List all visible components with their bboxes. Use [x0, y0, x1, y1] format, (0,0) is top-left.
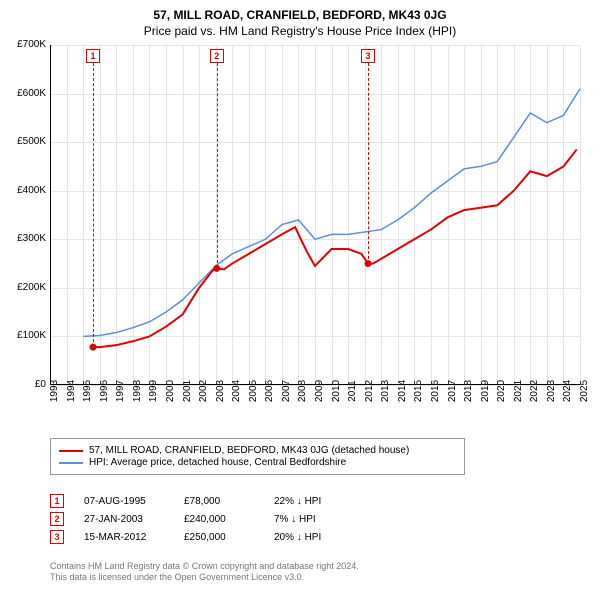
x-axis-tick-label: 1997: [115, 380, 126, 402]
x-axis-tick-label: 2023: [546, 380, 557, 402]
sale-row-marker: 3: [50, 530, 64, 544]
x-axis-tick-label: 2025: [579, 380, 590, 402]
x-axis-tick-label: 2016: [430, 380, 441, 402]
x-axis-tick-label: 2009: [314, 380, 325, 402]
chart-title-address: 57, MILL ROAD, CRANFIELD, BEDFORD, MK43 …: [0, 8, 600, 22]
legend-item: HPI: Average price, detached house, Cent…: [59, 457, 456, 468]
x-axis-tick-label: 1993: [49, 380, 60, 402]
legend-label: 57, MILL ROAD, CRANFIELD, BEDFORD, MK43 …: [89, 445, 409, 456]
x-axis-tick-label: 1996: [99, 380, 110, 402]
attribution-line2: This data is licensed under the Open Gov…: [50, 572, 570, 584]
chart-plot: £0£100K£200K£300K£400K£500K£600K£700K199…: [50, 45, 580, 385]
x-axis-tick-label: 2012: [364, 380, 375, 402]
x-axis-tick-label: 2019: [480, 380, 491, 402]
x-axis-tick-label: 2003: [215, 380, 226, 402]
x-axis-tick-label: 2011: [347, 380, 358, 402]
y-axis-tick-label: £500K: [17, 136, 46, 147]
sale-diff: 7% ↓ HPI: [274, 514, 354, 525]
y-axis-tick-label: £200K: [17, 282, 46, 293]
y-axis-tick-label: £600K: [17, 88, 46, 99]
x-axis-tick-label: 2005: [248, 380, 259, 402]
x-axis-tick-label: 2020: [496, 380, 507, 402]
x-axis-tick-label: 1999: [149, 380, 160, 402]
attribution: Contains HM Land Registry data © Crown c…: [50, 561, 570, 584]
series-line: [93, 149, 577, 347]
sale-date: 27-JAN-2003: [84, 514, 164, 525]
sale-row: 3 15-MAR-2012 £250,000 20% ↓ HPI: [50, 530, 354, 544]
x-axis-tick-label: 2021: [513, 380, 524, 402]
sale-diff: 20% ↓ HPI: [274, 532, 354, 543]
x-axis-tick-label: 1998: [132, 380, 143, 402]
legend-swatch: [59, 462, 83, 464]
x-axis-tick-label: 2024: [563, 380, 574, 402]
sale-date: 07-AUG-1995: [84, 496, 164, 507]
x-axis-tick-label: 1995: [82, 380, 93, 402]
x-axis-tick-label: 2015: [414, 380, 425, 402]
x-axis-tick-label: 2022: [529, 380, 540, 402]
x-axis-tick-label: 2010: [331, 380, 342, 402]
sale-price: £240,000: [184, 514, 254, 525]
sale-marker: 2: [210, 49, 224, 63]
sale-row: 2 27-JAN-2003 £240,000 7% ↓ HPI: [50, 512, 354, 526]
sale-marker: 1: [86, 49, 100, 63]
sale-price: £250,000: [184, 532, 254, 543]
x-axis-tick-label: 2014: [397, 380, 408, 402]
legend-swatch: [59, 450, 83, 452]
y-axis-tick-label: £300K: [17, 233, 46, 244]
x-axis-tick-label: 2002: [198, 380, 209, 402]
series-line: [83, 89, 580, 337]
y-axis-tick-label: £700K: [17, 39, 46, 50]
sale-row: 1 07-AUG-1995 £78,000 22% ↓ HPI: [50, 494, 354, 508]
x-axis-tick-label: 1994: [66, 380, 77, 402]
x-axis-tick-label: 2004: [231, 380, 242, 402]
legend-label: HPI: Average price, detached house, Cent…: [89, 457, 346, 468]
x-axis-tick-label: 2000: [165, 380, 176, 402]
legend-item: 57, MILL ROAD, CRANFIELD, BEDFORD, MK43 …: [59, 445, 456, 456]
x-axis-tick-label: 2006: [264, 380, 275, 402]
chart-title-subtitle: Price paid vs. HM Land Registry's House …: [0, 24, 600, 38]
legend: 57, MILL ROAD, CRANFIELD, BEDFORD, MK43 …: [50, 438, 465, 475]
sale-marker: 3: [361, 49, 375, 63]
sale-events: 1 07-AUG-1995 £78,000 22% ↓ HPI 2 27-JAN-2003…: [50, 490, 354, 548]
y-axis-tick-label: £400K: [17, 185, 46, 196]
sale-diff: 22% ↓ HPI: [274, 496, 354, 507]
y-axis-tick-label: £0: [35, 379, 46, 390]
sale-price: £78,000: [184, 496, 254, 507]
attribution-line1: Contains HM Land Registry data © Crown c…: [50, 561, 570, 573]
x-axis-tick-label: 2018: [463, 380, 474, 402]
x-axis-tick-label: 2001: [182, 380, 193, 402]
x-axis-tick-label: 2013: [380, 380, 391, 402]
x-axis-tick-label: 2008: [298, 380, 309, 402]
y-axis-tick-label: £100K: [17, 330, 46, 341]
sale-date: 15-MAR-2012: [84, 532, 164, 543]
sale-row-marker: 1: [50, 494, 64, 508]
x-axis-tick-label: 2017: [447, 380, 458, 402]
x-axis-tick-label: 2007: [281, 380, 292, 402]
sale-row-marker: 2: [50, 512, 64, 526]
